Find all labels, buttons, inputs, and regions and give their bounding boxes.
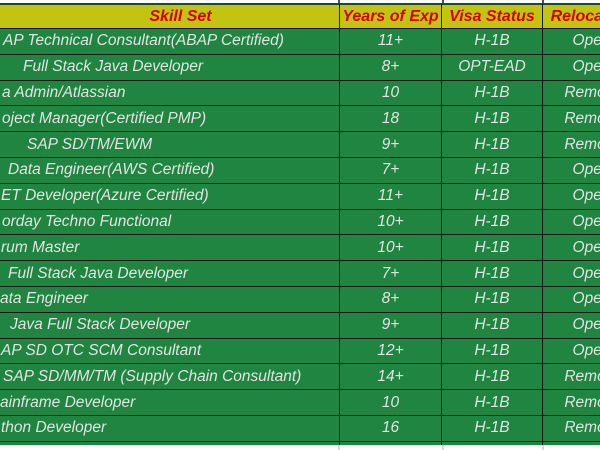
cell-relocation[interactable]: Remote [543, 80, 600, 107]
cell-skill[interactable]: AP SD OTC SCM Consultant [0, 338, 340, 365]
cell-visa-status[interactable]: H-1B [442, 364, 543, 391]
cell-visa-status[interactable]: H-1B [442, 390, 543, 416]
cell-visa-status[interactable]: H-1B [442, 106, 543, 133]
column-header-relocation[interactable]: Relocation [543, 3, 600, 29]
column-header-years-of-exp[interactable]: Years of Exp [340, 3, 442, 29]
cell-relocation[interactable]: Remote [543, 390, 600, 416]
cell-visa-status[interactable]: H-1B [442, 132, 543, 158]
cell-relocation[interactable]: Open [543, 261, 600, 287]
cell-skill[interactable]: Data Engineer(AWS Certified) [0, 157, 340, 184]
cell-relocation[interactable]: Open [543, 183, 600, 210]
cell-visa-status[interactable]: OPT-EAD [442, 54, 543, 81]
cell-relocation[interactable]: Open [543, 54, 600, 81]
cell-visa-status[interactable]: H-1B [442, 29, 543, 55]
cell-relocation[interactable]: Open [543, 312, 600, 339]
cell-relocation[interactable]: Remote [543, 132, 600, 158]
cell-years-of-exp[interactable]: 11+ [340, 183, 442, 210]
cell-relocation[interactable]: Remote [543, 364, 600, 391]
cell-skill[interactable]: rum Master [0, 235, 340, 262]
cell-years-of-exp[interactable]: 9+ [340, 132, 442, 158]
cell-visa-status[interactable]: H-1B [442, 80, 543, 107]
gridline-tick [542, 0, 544, 3]
cell-years-of-exp[interactable]: 11+ [340, 29, 442, 55]
cell-relocation[interactable]: Remote [543, 106, 600, 133]
cell-cropped [0, 441, 340, 445]
column-header-visa-status[interactable]: Visa Status [442, 3, 543, 29]
cell-skill[interactable]: AP Technical Consultant(ABAP Certified) [0, 29, 340, 55]
cell-years-of-exp[interactable]: 10 [340, 390, 442, 416]
cell-years-of-exp[interactable]: 8+ [340, 286, 442, 313]
cell-visa-status[interactable]: H-1B [442, 338, 543, 365]
cell-relocation[interactable]: Open [543, 338, 600, 365]
cell-visa-status[interactable]: H-1B [442, 235, 543, 262]
cell-years-of-exp[interactable]: 10+ [340, 209, 442, 236]
cell-visa-status[interactable]: H-1B [442, 183, 543, 210]
cell-cropped [543, 441, 600, 445]
cell-skill[interactable]: thon Developer [0, 415, 340, 442]
cell-skill[interactable]: SAP SD/TM/EWM [0, 132, 340, 158]
cell-relocation[interactable]: Open [543, 157, 600, 184]
gridline-tick [442, 445, 444, 450]
cell-relocation[interactable]: Remote [543, 415, 600, 442]
cell-skill[interactable]: ET Developer(Azure Certified) [0, 183, 340, 210]
cell-skill[interactable]: orday Techno Functional [0, 209, 340, 236]
cell-skill[interactable]: ata Engineer [0, 286, 340, 313]
column-header-skill-set[interactable]: Skill Set [0, 3, 340, 29]
cell-relocation[interactable]: Open [543, 235, 600, 262]
gridline-tick [338, 0, 340, 3]
gridline-tick [542, 445, 544, 450]
cell-years-of-exp[interactable]: 10+ [340, 235, 442, 262]
cell-cropped [340, 441, 442, 445]
cell-years-of-exp[interactable]: 14+ [340, 364, 442, 391]
cell-relocation[interactable]: Open [543, 286, 600, 313]
cell-skill[interactable]: a Admin/Atlassian [0, 80, 340, 107]
cell-skill[interactable]: oject Manager(Certified PMP) [0, 106, 340, 133]
cell-skill[interactable]: Full Stack Java Developer [0, 261, 340, 287]
cell-years-of-exp[interactable]: 10 [340, 80, 442, 107]
cell-skill[interactable]: ainframe Developer [0, 390, 340, 416]
cell-visa-status[interactable]: H-1B [442, 415, 543, 442]
cell-skill[interactable]: Java Full Stack Developer [0, 312, 340, 339]
cell-visa-status[interactable]: H-1B [442, 312, 543, 339]
cell-visa-status[interactable]: H-1B [442, 286, 543, 313]
cell-years-of-exp[interactable]: 16 [340, 415, 442, 442]
cell-visa-status[interactable]: H-1B [442, 157, 543, 184]
cell-visa-status[interactable]: H-1B [442, 261, 543, 287]
gridline-tick [338, 445, 340, 450]
cell-relocation[interactable]: Open [543, 209, 600, 236]
cell-years-of-exp[interactable]: 18 [340, 106, 442, 133]
cell-years-of-exp[interactable]: 9+ [340, 312, 442, 339]
cell-visa-status[interactable]: H-1B [442, 209, 543, 236]
cell-skill[interactable]: Full Stack Java Developer [0, 54, 340, 81]
cell-cropped [442, 441, 543, 445]
cell-relocation[interactable]: Open [543, 29, 600, 55]
cell-years-of-exp[interactable]: 12+ [340, 338, 442, 365]
cell-years-of-exp[interactable]: 8+ [340, 54, 442, 81]
cell-skill[interactable]: SAP SD/MM/TM (Supply Chain Consultant) [0, 364, 340, 391]
cell-years-of-exp[interactable]: 7+ [340, 261, 442, 287]
gridline-tick [442, 0, 444, 3]
cell-years-of-exp[interactable]: 7+ [340, 157, 442, 184]
